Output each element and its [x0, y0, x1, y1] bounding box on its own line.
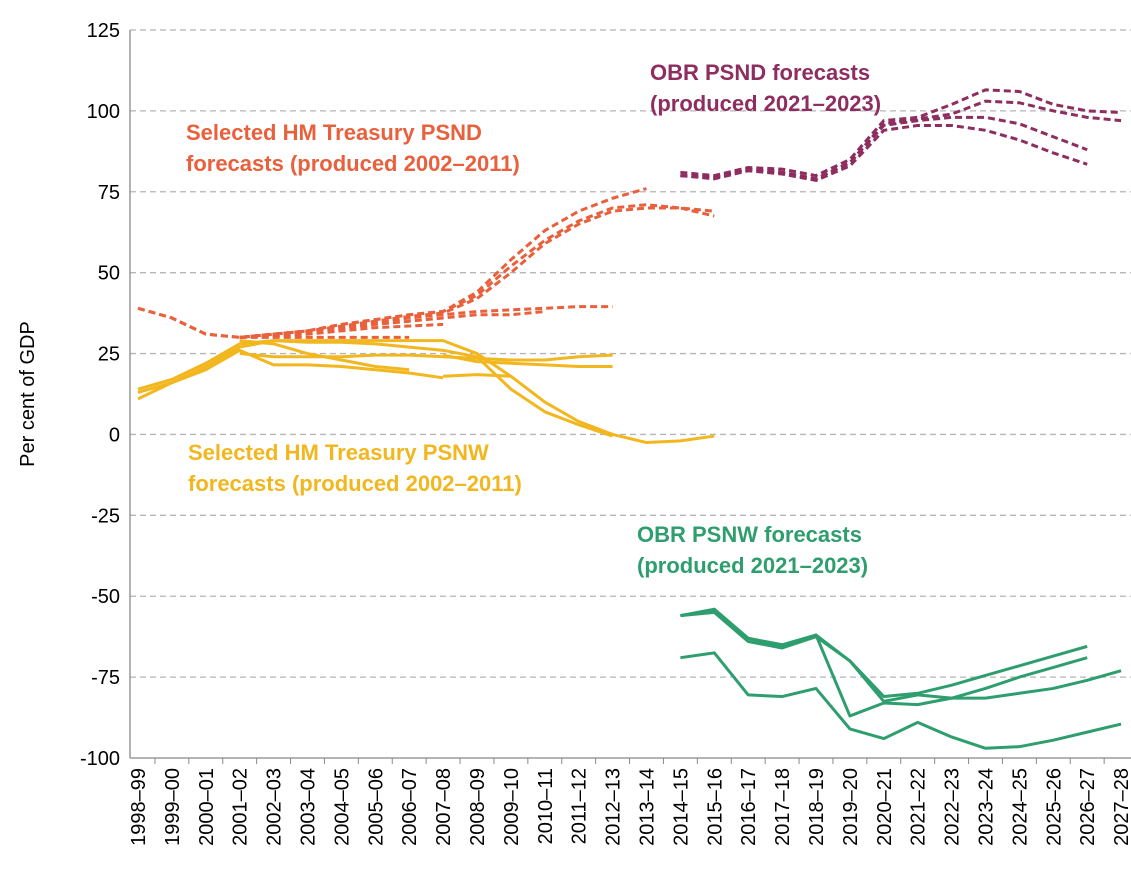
series-line: [680, 99, 1122, 181]
x-tick-label: 2010–11: [535, 768, 557, 844]
series-line: [137, 339, 715, 445]
x-tick-label: 2006–07: [399, 768, 421, 846]
x-tick-label: 1998–99: [128, 768, 150, 846]
x-tick-label: 2017–18: [772, 768, 794, 846]
x-tick-label: 2020–21: [874, 768, 896, 846]
series-line: [680, 123, 1088, 182]
series-line: [680, 651, 1122, 750]
x-tick-label: 2015–16: [704, 768, 726, 846]
y-tick-label: -50: [91, 586, 120, 608]
series-line: [137, 203, 715, 339]
y-tick-label: 0: [109, 424, 120, 446]
y-tick-label: 100: [87, 101, 120, 123]
y-tick-label: 75: [98, 182, 120, 204]
annotation: forecasts (produced 2002–2011): [186, 151, 520, 176]
y-tick-label: 25: [98, 344, 120, 366]
x-tick-label: 2024–25: [1009, 768, 1031, 846]
y-axis-label: Per cent of GDP: [17, 321, 39, 467]
x-tick-label: 2016–17: [738, 768, 760, 846]
x-tick-label: 2027–28: [1111, 768, 1131, 846]
x-tick-label: 2021–22: [908, 768, 930, 846]
series-line: [680, 609, 1088, 699]
y-tick-label: -75: [91, 667, 120, 689]
annotation: Selected HM Treasury PSND: [186, 120, 482, 145]
series-line: [442, 353, 613, 368]
x-tick-label: 2001–02: [230, 768, 252, 846]
x-tick-label: 2019–20: [840, 768, 862, 846]
x-tick-label: 2009–10: [501, 768, 523, 846]
y-tick-label: -100: [80, 748, 120, 770]
series-line: [239, 352, 613, 362]
series-line: [239, 322, 444, 339]
series-line: [680, 115, 1088, 181]
annotation: (produced 2021–2023): [637, 553, 868, 578]
x-tick-label: 2023–24: [976, 768, 998, 846]
x-tick-label: 2012–13: [603, 768, 625, 846]
x-tick-label: 1999–00: [162, 768, 184, 846]
y-tick-label: -25: [91, 505, 120, 527]
annotation: Selected HM Treasury PSNW: [188, 440, 489, 465]
x-tick-label: 2007–08: [433, 768, 455, 846]
annotation: forecasts (produced 2002–2011): [188, 471, 522, 496]
annotation: OBR PSNW forecasts: [637, 522, 862, 547]
x-tick-label: 2008–09: [467, 768, 489, 846]
x-tick-label: 2005–06: [365, 768, 387, 846]
series-line: [137, 348, 444, 394]
series-line: [239, 309, 545, 339]
x-tick-label: 2004–05: [331, 768, 353, 846]
x-tick-label: 2003–04: [298, 768, 320, 846]
series-line: [680, 607, 1122, 718]
annotation: OBR PSND forecasts: [650, 60, 870, 85]
series-line: [137, 187, 647, 339]
x-tick-label: 2025–26: [1043, 768, 1065, 846]
series-line: [137, 339, 614, 438]
series-line: [443, 373, 511, 378]
x-tick-label: 2018–19: [806, 768, 828, 846]
series-line: [680, 610, 1088, 703]
x-tick-label: 2011–12: [569, 768, 591, 844]
x-tick-label: 2026–27: [1077, 768, 1099, 846]
y-tick-label: 125: [87, 20, 120, 42]
x-tick-label: 2002–03: [264, 768, 286, 846]
x-tick-label: 2013–14: [637, 768, 659, 846]
x-tick-label: 2014–15: [670, 768, 692, 846]
series-line: [680, 88, 1122, 178]
x-tick-label: 2022–23: [942, 768, 964, 846]
series-line: [239, 305, 613, 339]
annotation: (produced 2021–2023): [650, 91, 881, 116]
y-tick-label: 50: [98, 263, 120, 285]
x-tick-label: 2000–01: [196, 768, 218, 846]
